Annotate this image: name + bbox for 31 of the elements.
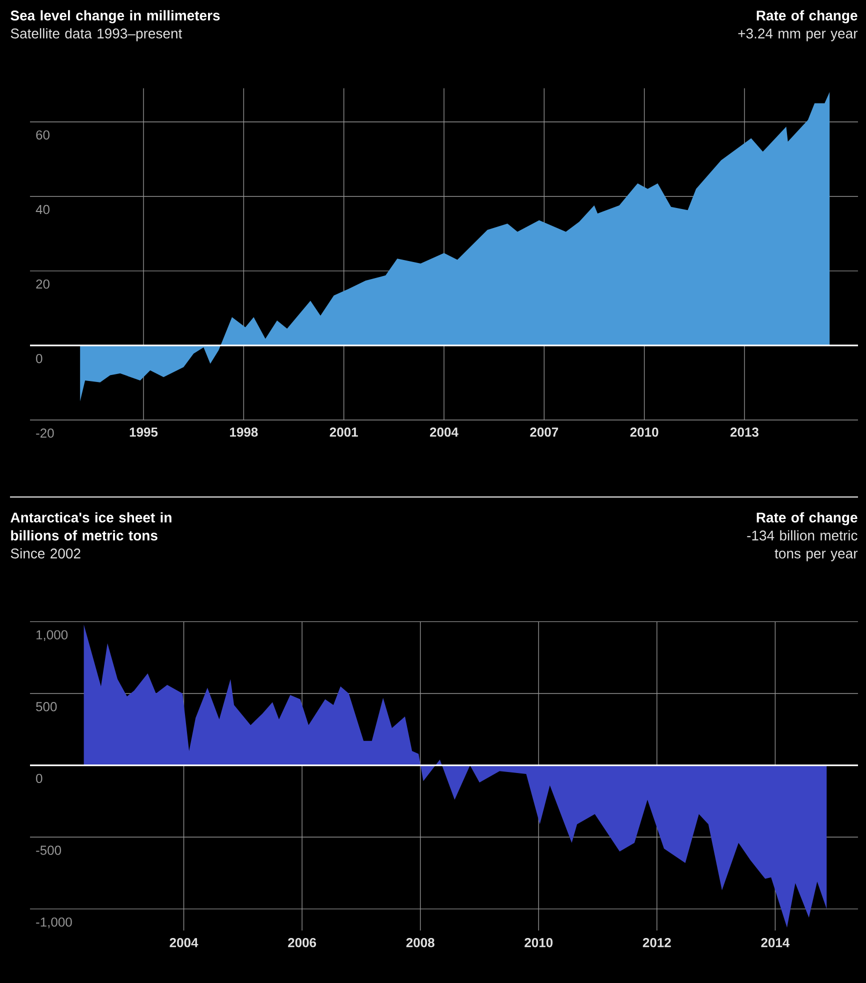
y-tick-label: 60 [36,130,50,140]
x-tick-label: 1998 [230,428,258,437]
x-tick-label: 2010 [524,938,553,948]
y-tick-label: 0 [36,354,42,364]
y-tick-label: 1,000 [36,630,68,641]
x-tick-label: 2008 [406,938,434,948]
chart-subtitle: Since 2002 [10,548,80,558]
x-tick-label: 2004 [170,938,198,948]
x-tick-label: 2004 [430,428,458,437]
x-tick-label: 2013 [730,428,758,437]
x-tick-label: 2014 [761,938,790,948]
y-tick-label: -1,000 [36,917,72,928]
y-tick-label: 0 [36,774,42,784]
x-tick-label: 2001 [330,428,358,437]
text: +3.24 mm per year [738,28,858,42]
text: -134 billion metric tons per year [747,530,858,562]
x-tick-label: 1995 [130,428,158,437]
text: Rate of change [756,10,858,24]
y-tick-label: -20 [36,428,54,438]
chart-title: Sea level change in millimeters [10,10,220,24]
y-tick-label: 500 [36,702,57,712]
chart-title: Antarctica's ice sheet in billions of metric tons [10,512,172,540]
x-tick-label: 2007 [530,428,558,437]
text: Rate of change [756,512,858,526]
y-tick-label: -500 [36,846,62,855]
x-tick-label: 2006 [288,938,316,948]
x-tick-label: 2012 [642,938,671,948]
y-tick-label: 40 [36,204,50,214]
y-tick-label: 20 [36,279,50,289]
chart-subtitle: Satellite data 1993–present [10,28,182,42]
x-tick-label: 2010 [630,428,658,437]
